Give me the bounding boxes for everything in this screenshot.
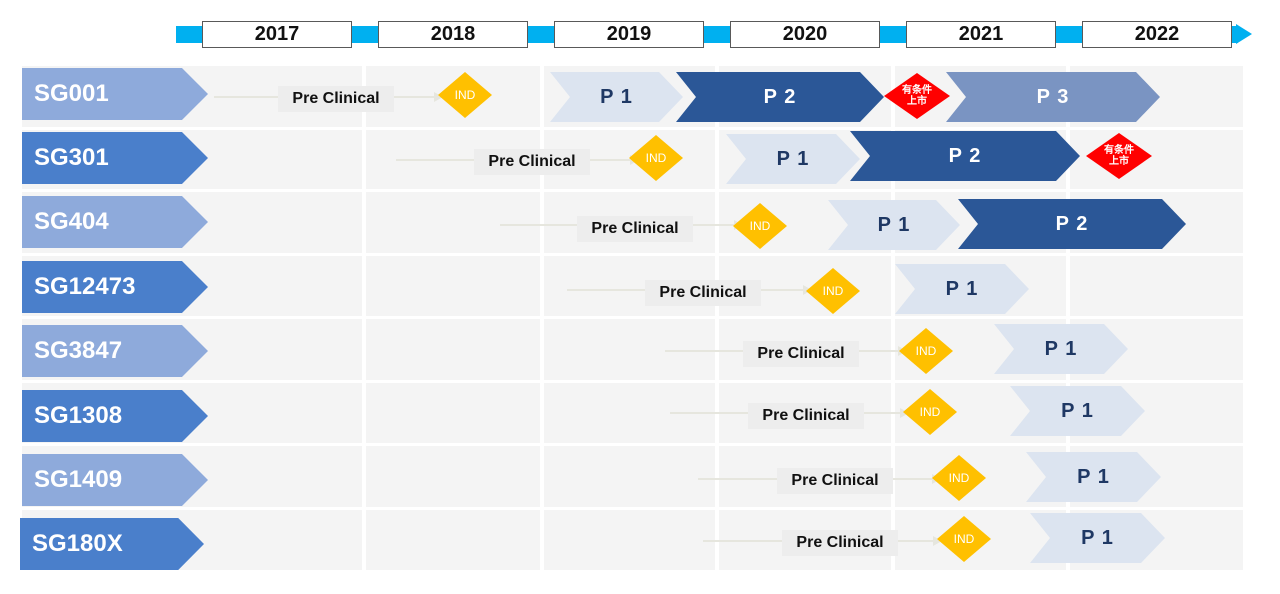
row-separator bbox=[22, 443, 1243, 446]
ind-milestone: IND bbox=[937, 516, 991, 562]
ind-milestone: IND bbox=[733, 203, 787, 249]
year-2018: 2018 bbox=[378, 21, 528, 48]
phase-p2: P 2 bbox=[850, 131, 1080, 181]
product-label-sg301: SG301 bbox=[22, 132, 208, 184]
year-2022: 2022 bbox=[1082, 21, 1232, 48]
year-2021: 2021 bbox=[906, 21, 1056, 48]
pre-clinical-label: Pre Clinical bbox=[777, 468, 893, 494]
ind-milestone: IND bbox=[932, 455, 986, 501]
pre-clinical-arrow-icon bbox=[434, 92, 443, 102]
ind-milestone: IND bbox=[629, 135, 683, 181]
ind-milestone: IND bbox=[899, 328, 953, 374]
phase-p1: P 1 bbox=[726, 134, 860, 184]
product-label-sg3847: SG3847 bbox=[22, 325, 208, 377]
ind-milestone: IND bbox=[438, 72, 492, 118]
row-separator bbox=[22, 316, 1243, 319]
product-label-sg001: SG001 bbox=[22, 68, 208, 120]
ind-milestone: IND bbox=[903, 389, 957, 435]
row-separator bbox=[22, 189, 1243, 192]
pre-clinical-label: Pre Clinical bbox=[474, 149, 590, 175]
phase-p2: P 2 bbox=[676, 72, 884, 122]
phase-p1: P 1 bbox=[1030, 513, 1165, 563]
pre-clinical-arrow-icon bbox=[933, 536, 942, 546]
product-label-sg1308: SG1308 bbox=[22, 390, 208, 442]
row-separator bbox=[22, 380, 1243, 383]
row-separator bbox=[22, 507, 1243, 510]
row-separator bbox=[22, 127, 1243, 130]
phase-p1: P 1 bbox=[994, 324, 1128, 374]
year-2020: 2020 bbox=[730, 21, 880, 48]
product-label-sg1409: SG1409 bbox=[22, 454, 208, 506]
phase-p2: P 2 bbox=[958, 199, 1186, 249]
product-label-sg404: SG404 bbox=[22, 196, 208, 248]
row-separator bbox=[22, 253, 1243, 256]
pre-clinical-label: Pre Clinical bbox=[577, 216, 693, 242]
product-label-sg180x: SG180X bbox=[20, 518, 204, 570]
phase-p1: P 1 bbox=[1010, 386, 1145, 436]
year-2017: 2017 bbox=[202, 21, 352, 48]
pre-clinical-label: Pre Clinical bbox=[748, 403, 864, 429]
pre-clinical-label: Pre Clinical bbox=[782, 530, 898, 556]
phase-p1: P 1 bbox=[895, 264, 1029, 314]
phase-p1: P 1 bbox=[1026, 452, 1161, 502]
pre-clinical-label: Pre Clinical bbox=[645, 280, 761, 306]
phase-p3: P 3 bbox=[946, 72, 1160, 122]
timeline-arrow-icon bbox=[1236, 24, 1252, 44]
conditional-approval-milestone: 有条件上市 bbox=[1086, 133, 1152, 179]
phase-p1: P 1 bbox=[550, 72, 683, 122]
pre-clinical-label: Pre Clinical bbox=[278, 86, 394, 112]
phase-p1: P 1 bbox=[828, 200, 960, 250]
year-2019: 2019 bbox=[554, 21, 704, 48]
product-label-sg12473: SG12473 bbox=[22, 261, 208, 313]
ind-milestone: IND bbox=[806, 268, 860, 314]
pre-clinical-label: Pre Clinical bbox=[743, 341, 859, 367]
conditional-approval-milestone: 有条件上市 bbox=[884, 73, 950, 119]
